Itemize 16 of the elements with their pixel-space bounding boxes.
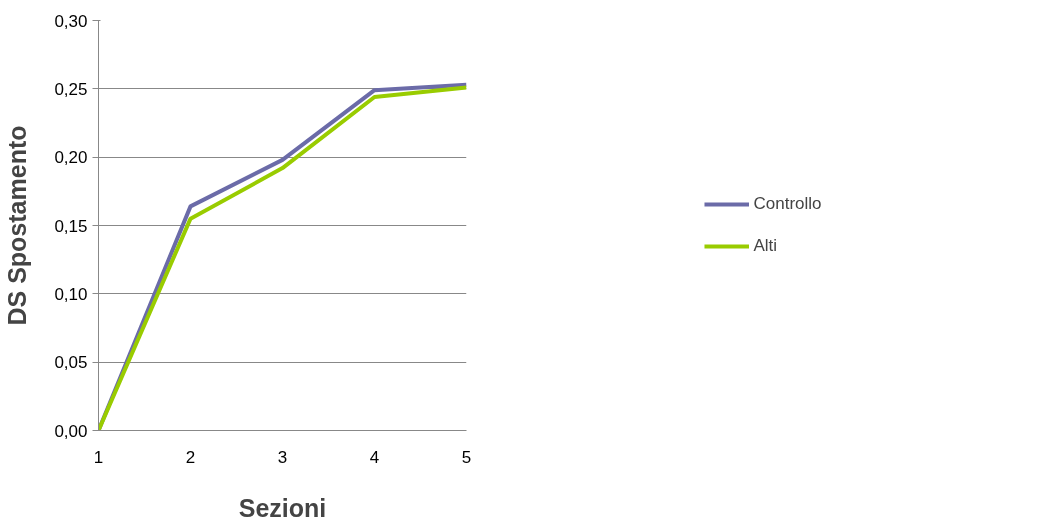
y-tick-label: 0,00 [54, 421, 88, 441]
x-axis-title: Sezioni [238, 493, 327, 522]
y-tick-label: 0,10 [54, 284, 88, 304]
y-tick-label: 0,25 [54, 79, 88, 99]
x-tick-label: 2 [185, 447, 196, 467]
x-tick-label: 5 [461, 447, 472, 467]
x-tick-label: 4 [369, 447, 380, 467]
y-axis-title: DS Spostamento [3, 125, 32, 326]
x-tick-label: 1 [93, 447, 104, 467]
legend-label: Controllo [753, 194, 822, 214]
y-tick-label: 0,15 [54, 216, 88, 236]
y-tick-label: 0,05 [54, 353, 88, 373]
y-tick-label: 0,20 [54, 148, 88, 168]
legend-label: Alti [753, 236, 778, 256]
y-tick-label: 0,30 [54, 11, 88, 31]
x-tick-label: 3 [277, 447, 288, 467]
